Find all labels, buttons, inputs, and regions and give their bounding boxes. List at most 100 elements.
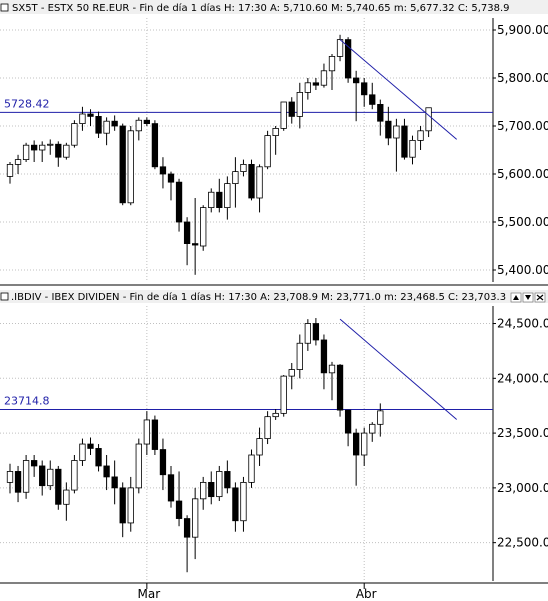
close-icon[interactable] xyxy=(534,292,546,303)
candle[interactable] xyxy=(159,438,167,491)
candle[interactable] xyxy=(336,34,344,62)
trendline[interactable] xyxy=(339,39,458,140)
candle[interactable] xyxy=(6,162,14,184)
candle[interactable] xyxy=(159,157,167,189)
candle[interactable] xyxy=(264,411,271,445)
candle[interactable] xyxy=(47,139,54,155)
candle[interactable] xyxy=(320,334,328,390)
candle[interactable] xyxy=(272,408,279,420)
candle[interactable] xyxy=(240,159,247,177)
candle[interactable] xyxy=(191,487,199,560)
candle[interactable] xyxy=(393,118,400,172)
candle[interactable] xyxy=(87,437,94,456)
candle[interactable] xyxy=(63,142,70,160)
candle[interactable] xyxy=(256,427,263,466)
candle[interactable] xyxy=(14,465,22,503)
candle[interactable] xyxy=(256,164,263,213)
trendline[interactable] xyxy=(339,318,458,420)
candle[interactable] xyxy=(135,117,142,141)
candle[interactable] xyxy=(224,460,231,494)
candle[interactable] xyxy=(280,101,287,131)
candle[interactable] xyxy=(71,455,78,494)
candle[interactable] xyxy=(409,135,416,165)
candle[interactable] xyxy=(183,515,191,573)
candle[interactable] xyxy=(95,444,102,472)
candle[interactable] xyxy=(175,178,183,232)
candle[interactable] xyxy=(79,106,86,131)
candle[interactable] xyxy=(425,107,432,138)
candle[interactable] xyxy=(111,460,118,505)
candle[interactable] xyxy=(280,375,287,417)
candle[interactable] xyxy=(208,471,215,505)
candle[interactable] xyxy=(39,141,46,162)
candle[interactable] xyxy=(71,120,78,148)
candle[interactable] xyxy=(127,126,134,206)
candle[interactable] xyxy=(22,455,30,499)
candle[interactable] xyxy=(288,97,295,124)
candle[interactable] xyxy=(312,318,320,346)
candle[interactable] xyxy=(30,455,38,477)
candle[interactable] xyxy=(55,141,62,167)
candle[interactable] xyxy=(328,361,336,401)
candle[interactable] xyxy=(22,142,30,162)
candle[interactable] xyxy=(312,78,320,90)
candle[interactable] xyxy=(151,415,159,456)
top-panel-checkbox[interactable] xyxy=(0,3,9,12)
candle[interactable] xyxy=(200,476,207,510)
candle[interactable] xyxy=(361,427,368,466)
candle[interactable] xyxy=(272,126,279,155)
candle[interactable] xyxy=(248,159,255,201)
candle[interactable] xyxy=(95,111,102,138)
candle[interactable] xyxy=(344,409,352,447)
candle[interactable] xyxy=(55,465,62,510)
candle[interactable] xyxy=(352,428,360,486)
candle[interactable] xyxy=(377,99,384,136)
candle[interactable] xyxy=(30,140,38,162)
candle[interactable] xyxy=(224,176,231,220)
candle[interactable] xyxy=(417,126,424,150)
candle[interactable] xyxy=(183,217,191,266)
candle[interactable] xyxy=(103,455,110,491)
candle[interactable] xyxy=(401,118,408,160)
candle[interactable] xyxy=(288,362,295,390)
candle[interactable] xyxy=(6,463,14,494)
candle[interactable] xyxy=(63,482,70,521)
candle[interactable] xyxy=(191,198,199,275)
candle[interactable] xyxy=(14,154,22,174)
candle[interactable] xyxy=(296,82,303,129)
candle[interactable] xyxy=(127,476,134,532)
candle[interactable] xyxy=(39,460,46,496)
candle[interactable] xyxy=(87,109,94,126)
candle[interactable] xyxy=(240,476,247,532)
candle[interactable] xyxy=(167,465,175,508)
candle[interactable] xyxy=(361,78,368,107)
candle[interactable] xyxy=(248,449,255,488)
candle[interactable] xyxy=(377,403,384,437)
candle[interactable] xyxy=(344,37,352,83)
candle[interactable] xyxy=(200,205,207,251)
candle[interactable] xyxy=(304,78,312,100)
candle[interactable] xyxy=(79,438,86,466)
candle[interactable] xyxy=(143,117,151,126)
candle[interactable] xyxy=(151,120,159,170)
candle[interactable] xyxy=(119,123,126,206)
candle[interactable] xyxy=(232,157,239,208)
candle[interactable] xyxy=(232,482,239,532)
candle[interactable] xyxy=(111,115,118,131)
candle[interactable] xyxy=(336,364,344,417)
candle[interactable] xyxy=(135,438,142,494)
candle[interactable] xyxy=(208,188,215,213)
candle[interactable] xyxy=(175,471,183,527)
bottom-panel-checkbox[interactable] xyxy=(0,292,9,301)
candle[interactable] xyxy=(216,178,223,213)
arrow-up-icon[interactable] xyxy=(510,292,522,303)
candle[interactable] xyxy=(103,117,110,146)
candle[interactable] xyxy=(296,334,303,379)
candle[interactable] xyxy=(369,422,376,442)
candle[interactable] xyxy=(47,460,54,491)
candle[interactable] xyxy=(385,106,392,146)
candle[interactable] xyxy=(352,70,360,122)
candle[interactable] xyxy=(304,319,312,351)
arrow-down-icon[interactable] xyxy=(522,292,534,303)
candle[interactable] xyxy=(143,411,151,456)
